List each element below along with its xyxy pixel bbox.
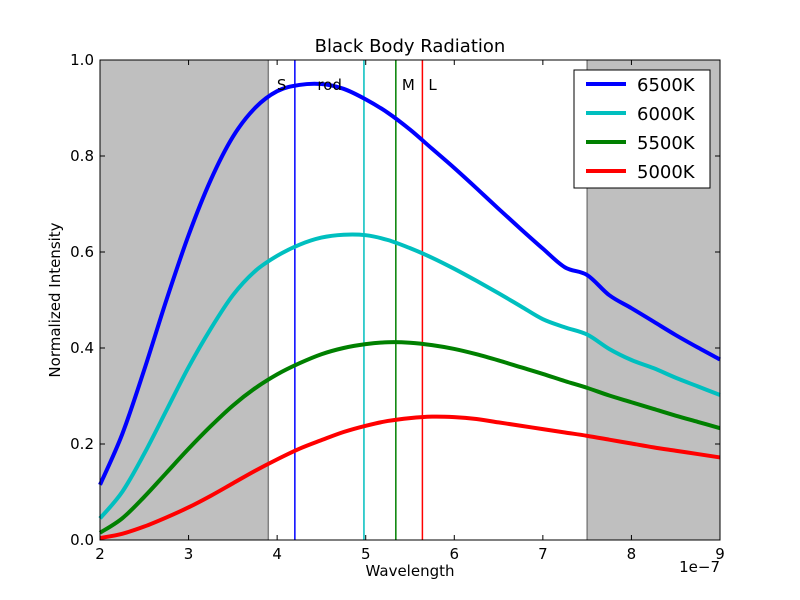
x-axis-offset-label: 1e−7 <box>679 558 720 576</box>
legend-label-5000K: 5000K <box>637 162 696 183</box>
y-axis-label: Normalized Intensity <box>46 222 64 377</box>
y-tick-label: 0.0 <box>70 531 94 549</box>
marker-label-L: L <box>428 76 437 94</box>
legend-box <box>573 69 711 189</box>
marker-label-M: M <box>402 76 415 94</box>
x-axis-label: Wavelength <box>366 562 455 580</box>
vertical-marker-lines <box>267 60 588 540</box>
marker-label-rod: rod <box>317 76 342 94</box>
chart-title: Black Body Radiation <box>315 36 506 57</box>
plot-frame <box>99 59 721 541</box>
y-tick-label: 0.8 <box>70 147 94 165</box>
x-tick-label: 7 <box>538 545 548 563</box>
x-tick-label: 4 <box>272 545 282 563</box>
axis-ticks: 2 3 4 5 6 7 8 9 0.0 0.2 0.4 0.6 0.8 1.0 <box>70 51 725 563</box>
y-tick-label: 1.0 <box>70 51 94 69</box>
legend-label-5500K: 5500K <box>637 133 696 154</box>
series-lines <box>98 81 721 541</box>
series-line-6000K <box>98 232 721 520</box>
y-tick-label: 0.2 <box>70 435 94 453</box>
legend: 6500K 6000K 5500K 5000K <box>573 69 711 189</box>
series-line-5000K <box>99 414 721 541</box>
legend-label-6000K: 6000K <box>637 104 696 125</box>
x-tick-label: 9 <box>715 545 725 563</box>
x-tick-label: 3 <box>184 545 194 563</box>
y-tick-label: 0.6 <box>70 243 94 261</box>
x-tick-label: 5 <box>361 545 371 563</box>
series-line-6500K <box>98 81 721 486</box>
series-line-5500K <box>98 340 721 535</box>
x-tick-label: 6 <box>450 545 460 563</box>
shaded-region-0 <box>100 60 269 540</box>
marker-label-S: S <box>277 76 287 94</box>
x-tick-label: 8 <box>627 545 637 563</box>
y-tick-label: 0.4 <box>70 339 94 357</box>
x-tick-label: 2 <box>95 545 105 563</box>
legend-label-6500K: 6500K <box>637 75 696 96</box>
